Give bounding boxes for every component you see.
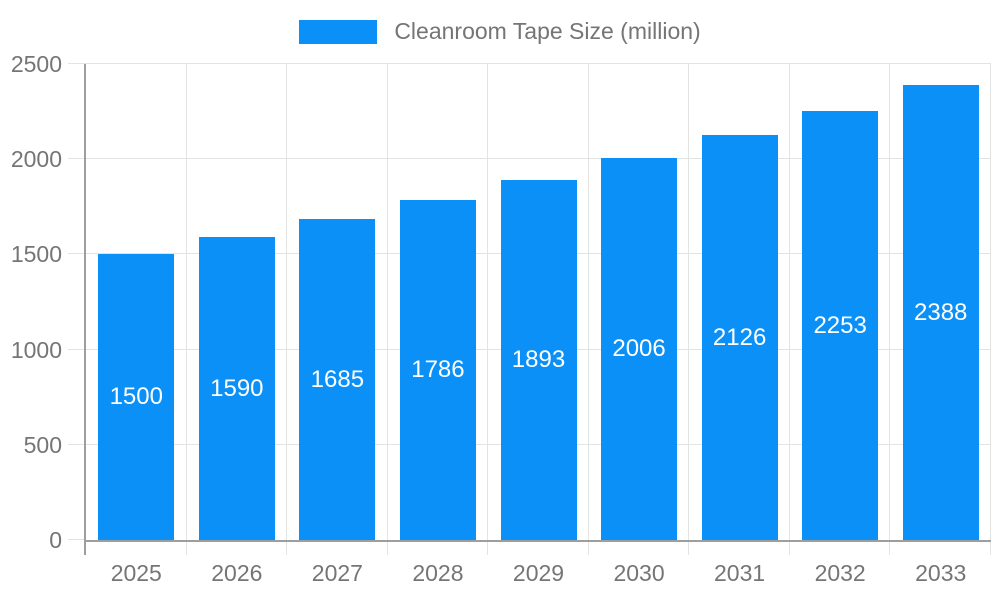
bar-2027: 1685	[299, 219, 376, 540]
x-axis-label: 2026	[211, 560, 263, 586]
bar-value-label: 1500	[109, 383, 163, 411]
x-axis-label: 2025	[110, 560, 162, 586]
y-axis-tick	[68, 443, 86, 445]
y-axis-label: 2000	[10, 146, 62, 173]
y-axis-label: 1000	[10, 336, 62, 363]
x-axis-label: 2027	[311, 560, 363, 586]
x-axis-tick	[487, 542, 489, 555]
gridline-vertical	[688, 64, 690, 540]
x-axis-label: 2030	[613, 560, 665, 586]
bar-2033: 2388	[902, 85, 979, 540]
bar-2025: 1500	[98, 254, 175, 540]
gridline-vertical	[286, 64, 288, 540]
bar-value-label: 2126	[712, 323, 767, 351]
y-axis-line	[84, 64, 86, 555]
x-axis-line	[84, 540, 991, 542]
y-axis-label: 0	[49, 527, 62, 553]
y-axis-label: 500	[23, 431, 62, 458]
bar-value-label: 1685	[310, 365, 365, 393]
y-axis-label: 2500	[10, 51, 62, 77]
x-axis-tick	[286, 542, 288, 555]
y-axis-label: 1500	[10, 241, 62, 268]
x-axis-label: 2028	[412, 560, 464, 586]
y-axis-tick	[68, 158, 86, 160]
gridline-vertical	[788, 64, 790, 540]
gridline-vertical	[990, 64, 991, 540]
y-axis-tick	[68, 253, 86, 255]
gridline-vertical	[889, 64, 891, 540]
bar-2026: 1590	[198, 237, 275, 540]
bar-2028: 1786	[399, 199, 476, 540]
bar-value-label: 1893	[511, 345, 566, 373]
gridline-vertical	[185, 64, 187, 540]
bar-2031: 2126	[701, 135, 778, 540]
x-axis-tick	[587, 542, 589, 555]
x-axis-tick	[788, 542, 790, 555]
gridline-vertical	[487, 64, 489, 540]
gridline-vertical	[587, 64, 589, 540]
bar-2032: 2253	[802, 111, 879, 540]
y-axis-tick	[68, 539, 86, 540]
bar-value-label: 2388	[914, 298, 968, 326]
bar-value-label: 1590	[210, 374, 264, 402]
x-axis-tick	[185, 542, 187, 555]
bar-value-label: 2006	[612, 335, 666, 363]
gridline-vertical	[386, 64, 388, 540]
gridline-horizontal	[86, 158, 991, 160]
gridline-horizontal	[86, 63, 991, 64]
legend-swatch	[299, 19, 378, 44]
legend: Cleanroom Tape Size (million)	[0, 18, 1000, 45]
x-axis-label: 2029	[512, 560, 565, 586]
y-axis-tick	[68, 63, 86, 64]
bar-2030: 2006	[601, 158, 678, 540]
legend-label: Cleanroom Tape Size (million)	[394, 18, 701, 44]
y-axis-tick	[68, 348, 86, 350]
bar-2029: 1893	[500, 179, 577, 540]
x-axis-label: 2032	[814, 560, 866, 586]
bar-value-label: 2253	[813, 311, 867, 339]
x-axis-label: 2031	[714, 560, 766, 586]
x-axis-tick	[990, 542, 991, 555]
x-axis-tick	[688, 542, 690, 555]
x-axis-tick	[889, 542, 891, 555]
x-axis-label: 2033	[915, 560, 967, 586]
bar-value-label: 1786	[411, 355, 465, 383]
x-axis-tick	[386, 542, 388, 555]
